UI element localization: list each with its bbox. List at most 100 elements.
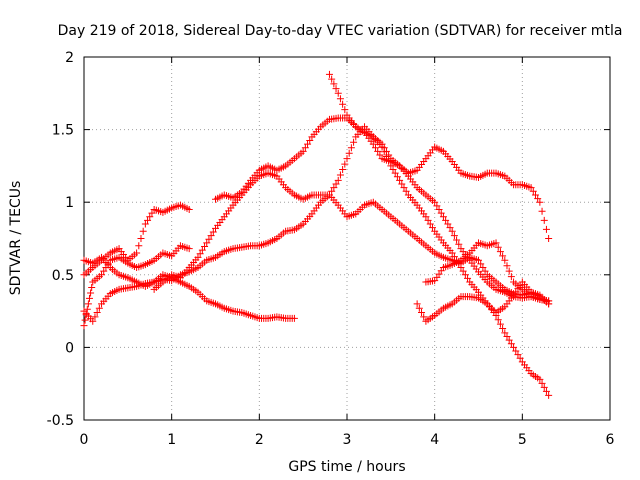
x-axis-label: GPS time / hours: [288, 459, 405, 475]
data-point: [339, 166, 347, 174]
data-point: [98, 271, 106, 279]
y-tick-label: 1: [65, 195, 74, 211]
data-point: [503, 333, 511, 341]
data-point: [290, 314, 298, 322]
data-point: [330, 184, 338, 192]
data-point: [203, 239, 211, 247]
series-track-4: [80, 191, 553, 325]
data-point: [299, 147, 307, 155]
data-point: [512, 347, 520, 355]
data-point: [424, 216, 432, 224]
data-point: [428, 224, 436, 232]
data-point: [209, 228, 217, 236]
data-point: [341, 160, 349, 168]
data-point: [301, 144, 309, 152]
data-point: [380, 144, 388, 152]
data-point: [448, 227, 456, 235]
data-point: [382, 147, 390, 155]
data-point: [304, 140, 312, 148]
data-point: [529, 187, 537, 195]
data-point: [391, 169, 399, 177]
data-point: [400, 184, 408, 192]
data-point: [538, 207, 546, 215]
data-point: [339, 100, 347, 108]
data-point: [343, 155, 351, 163]
data-point: [378, 140, 386, 148]
data-point: [507, 340, 515, 348]
data-point: [418, 309, 426, 317]
data-point: [534, 195, 542, 203]
data-point: [494, 243, 502, 251]
data-point: [144, 216, 152, 224]
x-tick-label: 0: [80, 432, 89, 448]
data-point: [350, 138, 358, 146]
y-tick-label: 2: [65, 50, 74, 66]
y-tick-label: 0: [65, 340, 74, 356]
data-point: [201, 242, 209, 250]
data-point: [194, 253, 202, 261]
data-point: [196, 250, 204, 258]
data-point: [501, 256, 509, 264]
data-point: [207, 232, 215, 240]
data-point: [479, 264, 487, 272]
data-point: [538, 379, 546, 387]
data-point: [453, 236, 461, 244]
x-tick-label: 5: [518, 432, 527, 448]
data-point: [431, 198, 439, 206]
data-point: [345, 149, 353, 157]
data-point: [501, 329, 509, 337]
data-point: [540, 383, 548, 391]
data-point: [389, 166, 397, 174]
data-point: [80, 322, 88, 330]
data-point: [185, 205, 193, 213]
x-tick-label: 4: [430, 432, 439, 448]
data-point: [444, 220, 452, 228]
data-point: [332, 85, 340, 93]
data-point: [336, 171, 344, 179]
data-point: [88, 284, 96, 292]
grid-lines: [84, 57, 610, 420]
data-point: [450, 232, 458, 240]
data-point: [496, 320, 504, 328]
data-point: [433, 202, 441, 210]
data-point: [457, 264, 465, 272]
data-point: [325, 70, 333, 78]
data-point: [510, 343, 518, 351]
data-point: [545, 235, 553, 242]
data-point: [185, 245, 193, 253]
data-point: [402, 187, 410, 195]
data-point: [91, 313, 99, 321]
data-point: [100, 267, 108, 275]
data-point: [336, 95, 344, 103]
data-point: [422, 213, 430, 221]
data-point: [374, 147, 382, 155]
data-point: [464, 274, 472, 282]
data-point: [507, 273, 515, 281]
data-point: [420, 313, 428, 321]
data-point: [435, 205, 443, 213]
data-point: [481, 267, 489, 275]
series-track-2: [80, 242, 193, 330]
data-point: [494, 316, 502, 324]
data-point: [545, 391, 553, 399]
data-point: [446, 224, 454, 232]
data-point: [499, 252, 507, 260]
data-point: [505, 267, 513, 275]
y-tick-label: 0.5: [52, 268, 74, 284]
data-point: [545, 297, 553, 305]
data-point: [413, 300, 421, 308]
data-point: [133, 249, 141, 257]
data-point: [205, 235, 213, 243]
data-point: [334, 89, 342, 97]
data-point: [95, 304, 103, 312]
x-tick-label: 3: [343, 432, 352, 448]
data-point: [542, 387, 550, 395]
data-point: [396, 176, 404, 184]
data-point: [536, 198, 544, 206]
data-point: [475, 256, 482, 264]
data-point: [505, 336, 513, 344]
data-point: [87, 289, 95, 297]
data-point: [393, 173, 401, 181]
data-point: [369, 140, 377, 148]
